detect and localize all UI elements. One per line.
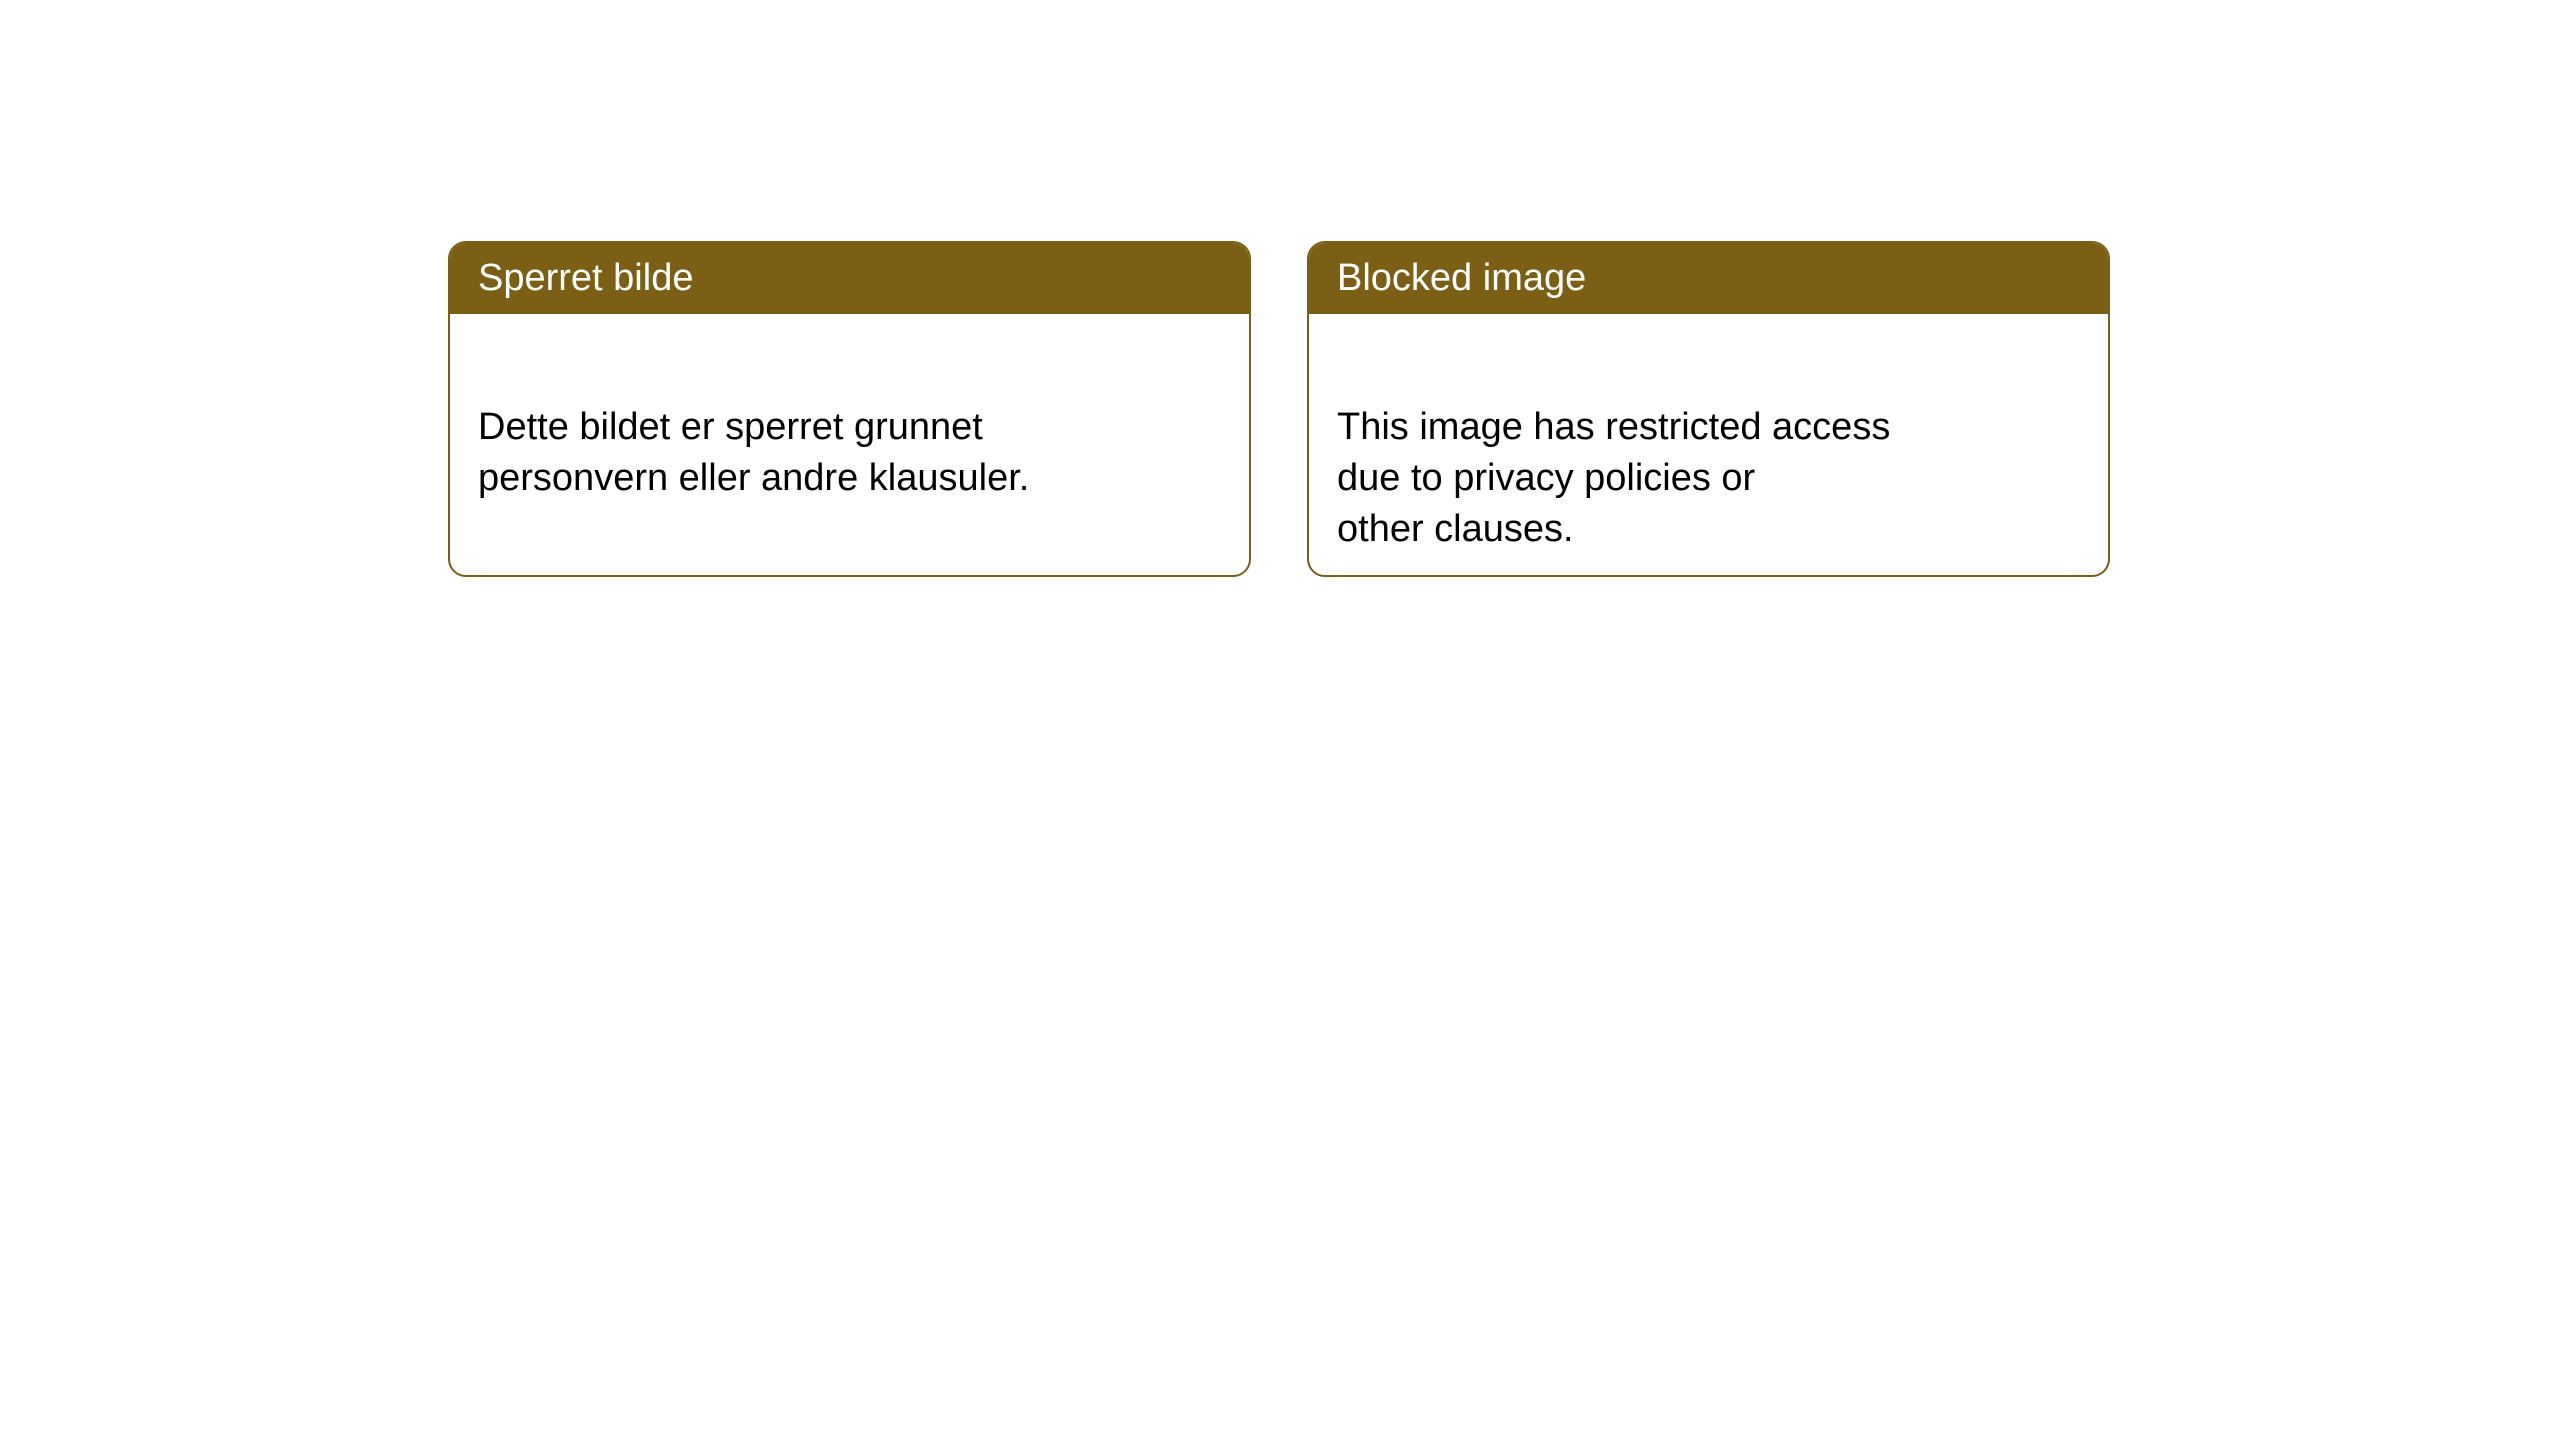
notice-title: Sperret bilde (478, 257, 693, 299)
notice-card-english: Blocked image This image has restricted … (1307, 241, 2110, 577)
notice-container: Sperret bilde Dette bildet er sperret gr… (0, 0, 2560, 577)
notice-body: This image has restricted access due to … (1309, 314, 2108, 577)
notice-title: Blocked image (1337, 257, 1586, 299)
notice-body: Dette bildet er sperret grunnet personve… (450, 314, 1249, 540)
notice-body-text: Dette bildet er sperret grunnet personve… (478, 406, 1029, 499)
notice-card-norwegian: Sperret bilde Dette bildet er sperret gr… (448, 241, 1251, 577)
notice-header: Blocked image (1309, 243, 2108, 314)
notice-body-text: This image has restricted access due to … (1337, 406, 1890, 551)
notice-header: Sperret bilde (450, 243, 1249, 314)
